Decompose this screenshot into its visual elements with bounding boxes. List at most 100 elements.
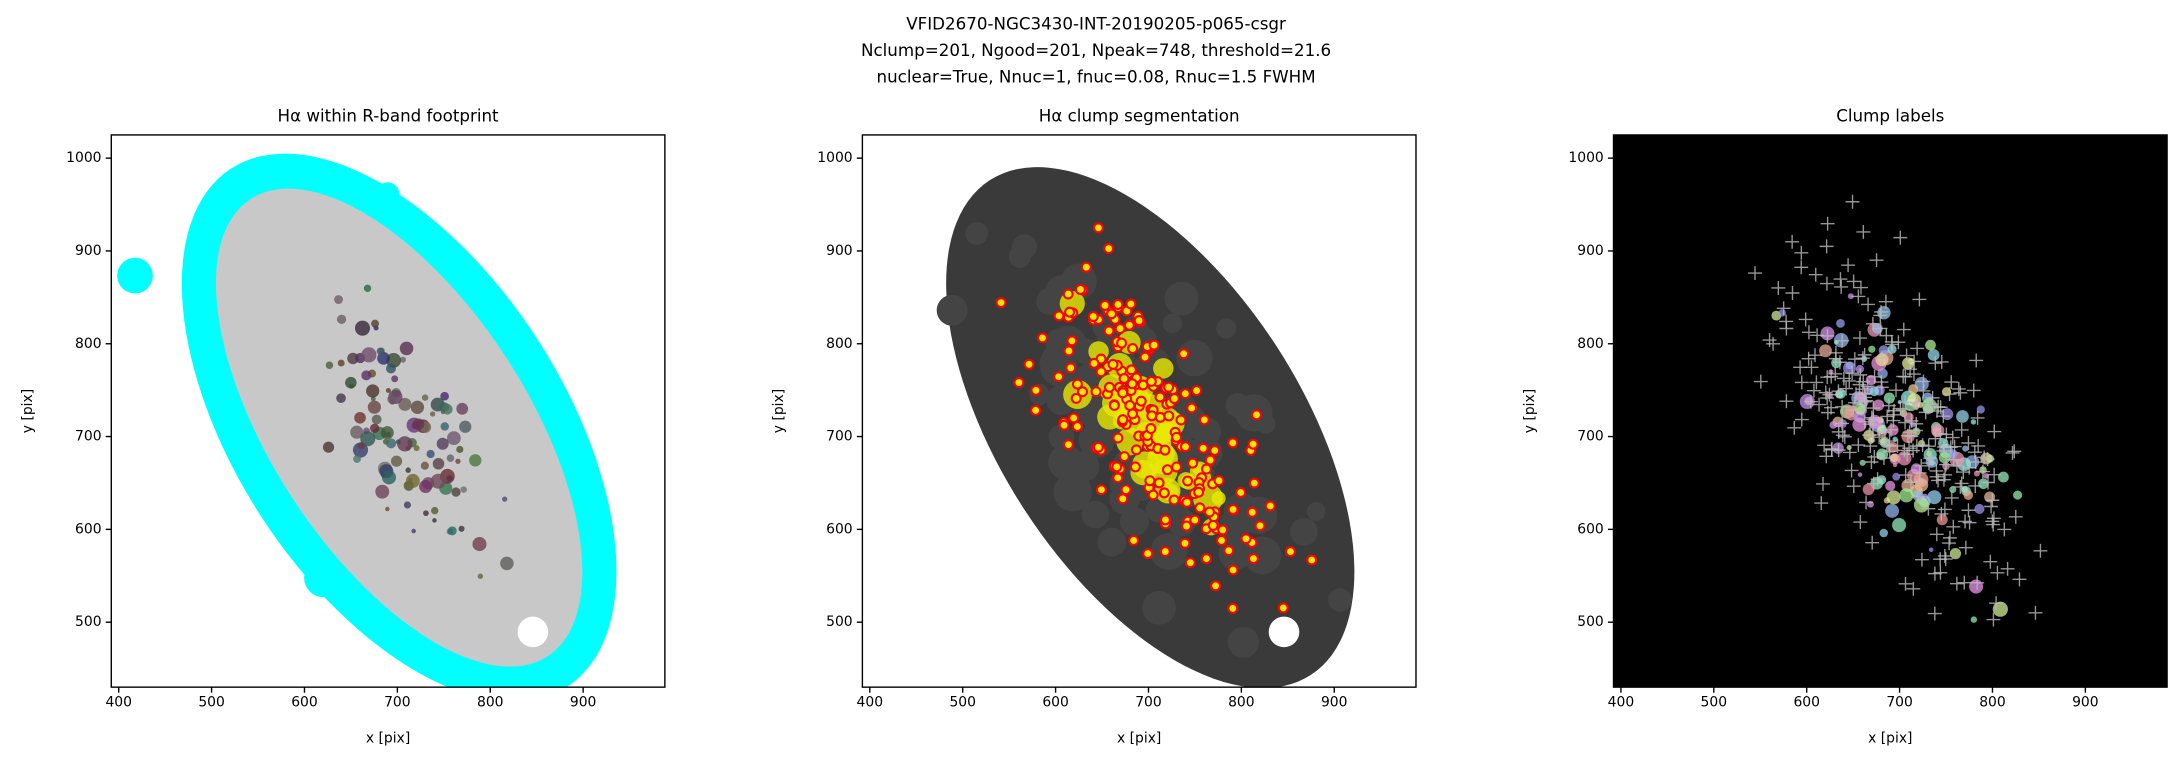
peak-marker: [1961, 503, 1976, 518]
hii-region: [472, 537, 487, 552]
hii-region: [361, 370, 372, 381]
peak-marker: [1949, 576, 1964, 591]
peak-marker: [1893, 401, 1908, 416]
panel-title: Hα within R-band footprint: [278, 106, 500, 125]
peak-marker: [1865, 316, 1880, 331]
clump: [1248, 477, 1260, 489]
x-tick-label: 900: [2072, 694, 2099, 710]
peak-marker: [1834, 280, 1849, 294]
peak-marker: [1954, 476, 1969, 491]
label-blob: [1868, 345, 1876, 353]
peak-marker: [1929, 469, 1944, 484]
peak-marker: [1929, 527, 1944, 542]
x-tick-label: 500: [1701, 694, 1728, 710]
y-tick-label: 500: [826, 614, 853, 630]
suptitle: nuclear=True, Nnuc=1, fnuc=0.08, Rnuc=1.…: [877, 67, 1316, 86]
peak-marker: [1794, 260, 1809, 275]
peak-marker: [1847, 395, 1862, 410]
label-blob: [1908, 384, 1919, 395]
clump: [1227, 602, 1239, 614]
peak-marker: [1939, 427, 1954, 442]
hii-region: [363, 284, 372, 293]
clump: [1154, 411, 1166, 423]
hii-region: [334, 295, 343, 305]
clump: [1062, 288, 1074, 300]
hii-region: [371, 319, 380, 328]
peak-marker: [1822, 387, 1837, 402]
peak-marker: [1841, 258, 1856, 273]
label-blob: [1829, 421, 1838, 429]
clump: [1128, 534, 1140, 546]
label-blob: [1998, 471, 2009, 483]
peak-marker: [1794, 245, 1809, 260]
hii-region: [423, 510, 429, 517]
peak-marker: [1865, 427, 1880, 442]
clump: [1023, 358, 1035, 370]
clump: [1178, 348, 1190, 360]
hii-region: [451, 487, 461, 497]
peak-marker: [1944, 491, 1959, 505]
y-axis-label: y [pix]: [771, 389, 787, 433]
hii-region: [370, 396, 376, 402]
hii-region: [354, 320, 371, 336]
peak-marker: [1900, 428, 1915, 443]
peak-marker: [1986, 511, 2001, 526]
clump: [1240, 533, 1252, 545]
peak-marker: [1852, 377, 1867, 392]
hii-region: [361, 347, 377, 363]
peak-marker: [1987, 424, 2002, 439]
x-tick-label: 600: [291, 694, 318, 710]
peak-marker: [1928, 431, 1943, 446]
clump: [1104, 381, 1115, 393]
hii-region: [345, 376, 357, 389]
peak-marker: [1903, 362, 1918, 377]
peak-marker: [1909, 439, 1924, 454]
x-axis-label: x [pix]: [1868, 731, 1912, 747]
clump: [1277, 602, 1289, 614]
hii-region: [436, 437, 449, 450]
clump: [1163, 381, 1175, 393]
peak-marker: [1899, 348, 1914, 363]
peak-marker: [1968, 479, 1983, 493]
peak-marker: [1921, 501, 1936, 516]
x-tick-label: 400: [1608, 694, 1635, 710]
peak-marker: [1957, 575, 1972, 590]
clump: [1080, 261, 1092, 273]
label-blob: [1927, 349, 1940, 361]
peak-marker: [1824, 442, 1839, 457]
clump: [1180, 520, 1192, 532]
label-blob: [1941, 408, 1954, 421]
peak-marker: [1820, 405, 1835, 420]
clump: [1213, 475, 1225, 487]
galaxy-edge: [1218, 536, 1253, 571]
peak-marker: [1969, 353, 1984, 368]
label-blob: [1883, 392, 1895, 404]
peak-marker: [1934, 354, 1949, 369]
clump: [1030, 384, 1042, 396]
peak-marker: [1936, 409, 1951, 424]
peak-marker: [1847, 352, 1862, 367]
label-blob: [1956, 410, 1969, 423]
y-tick-label: 700: [75, 429, 102, 445]
peak-marker: [1927, 606, 1942, 621]
clump: [1070, 392, 1082, 404]
peak-marker: [1864, 410, 1879, 425]
peak-marker: [1931, 399, 1946, 414]
peak-marker: [1835, 416, 1850, 431]
peak-marker: [1893, 230, 1908, 245]
clump: [1065, 362, 1077, 374]
x-tick-label: 500: [949, 694, 976, 710]
peak-marker: [1816, 476, 1830, 491]
galaxy-edge: [1053, 472, 1092, 512]
peak-marker: [1950, 459, 1964, 473]
clump: [1246, 506, 1258, 518]
hii-region: [410, 400, 425, 414]
clump: [1063, 345, 1075, 357]
segment: [1211, 491, 1226, 506]
peak-marker: [1898, 468, 1913, 483]
peak-marker: [1933, 565, 1948, 580]
hii-region: [441, 403, 453, 415]
hii-region: [432, 457, 445, 470]
clump: [1191, 385, 1203, 397]
